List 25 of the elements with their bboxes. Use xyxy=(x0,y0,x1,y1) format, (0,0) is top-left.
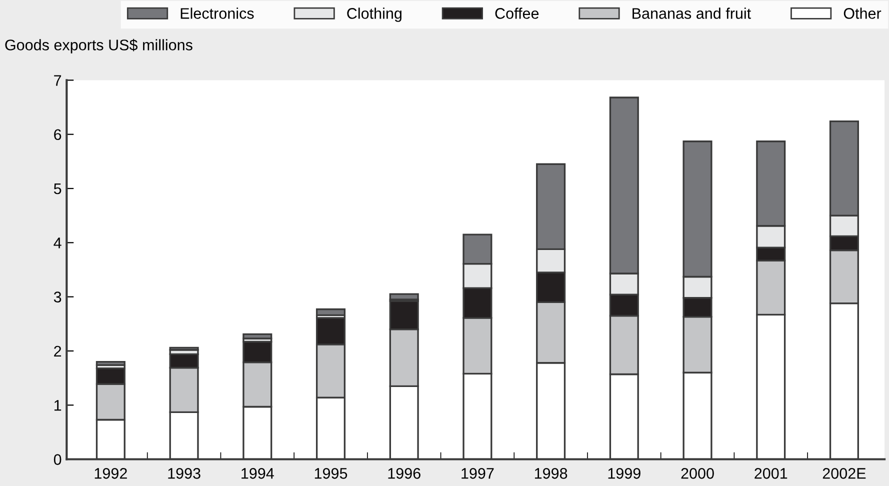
y-tick-label: 4 xyxy=(54,238,62,248)
legend-label: Coffee xyxy=(495,8,539,19)
x-tick-label: 1995 xyxy=(314,468,348,479)
x-tick-label: 1996 xyxy=(388,468,420,479)
legend-label: Clothing xyxy=(347,8,402,22)
legend-label: Bananas and fruit xyxy=(632,8,751,19)
x-tick-label: 1999 xyxy=(608,468,640,479)
y-axis-title: Goods exports US$ millions xyxy=(5,38,192,54)
x-tick-label: 1994 xyxy=(242,468,274,479)
x-tick-label: 2001 xyxy=(754,468,788,479)
legend-label: Electronics xyxy=(180,8,254,19)
x-tick-label: 2000 xyxy=(681,468,714,479)
y-tick-label: 0 xyxy=(54,454,62,465)
x-tick-label: 1992 xyxy=(94,468,127,479)
y-tick-label: 2 xyxy=(54,346,62,356)
legend-label: Other xyxy=(844,8,882,19)
x-tick-label: 2002E xyxy=(822,468,866,479)
x-tick-label: 1993 xyxy=(168,468,200,479)
y-tick-label: 7 xyxy=(54,75,62,86)
y-tick-label: 3 xyxy=(54,292,62,302)
x-tick-label: 1998 xyxy=(534,468,568,479)
y-tick-label: 1 xyxy=(54,400,62,411)
x-tick-label: 1997 xyxy=(462,468,494,479)
y-tick-label: 6 xyxy=(54,129,62,140)
y-tick-label: 5 xyxy=(54,184,62,194)
